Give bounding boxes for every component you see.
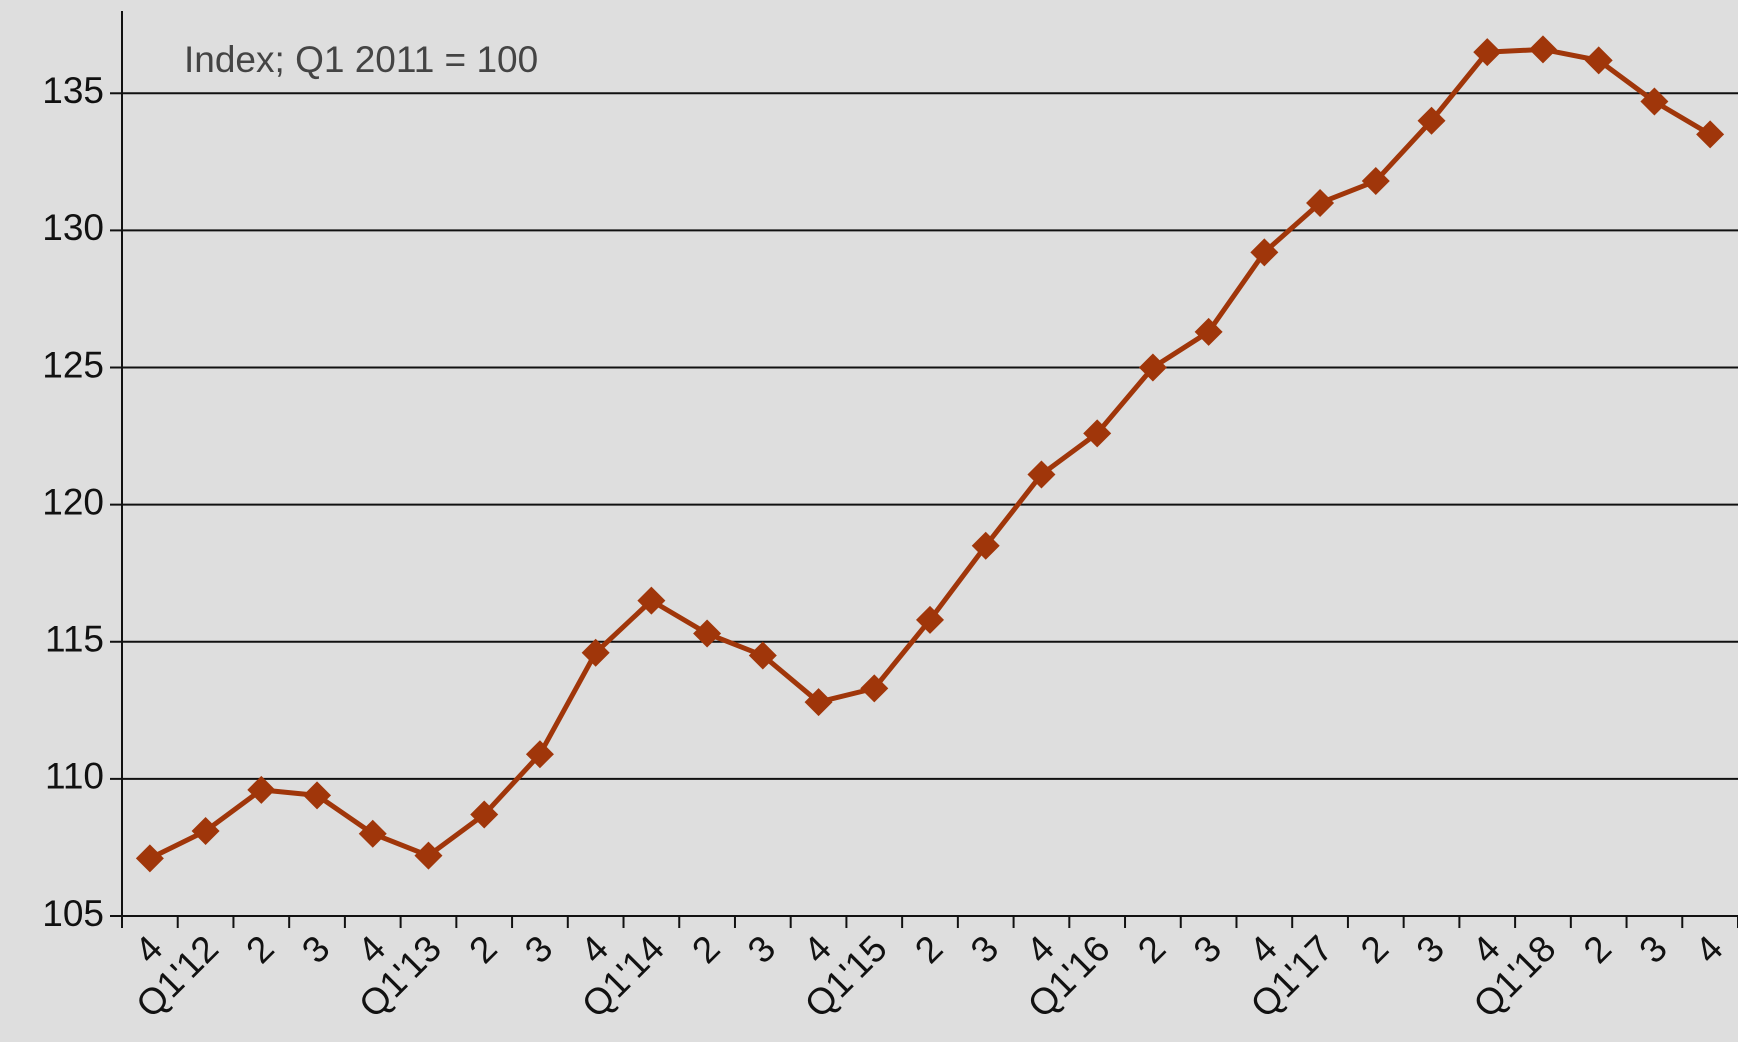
y-tick-label: 105 [42,893,104,934]
annotation: Index; Q1 2011 = 100 [184,39,538,80]
marker [1027,460,1056,489]
marker [1528,35,1557,64]
marker [525,740,554,769]
marker [860,674,889,703]
marker [247,775,276,804]
marker [191,816,220,845]
marker [804,688,833,717]
y-tick-label: 120 [42,481,104,522]
marker [1306,188,1335,217]
marker [1584,46,1613,75]
y-tick-label: 135 [42,70,104,111]
marker [748,641,777,670]
marker [1361,167,1390,196]
marker [971,531,1000,560]
marker [1417,106,1446,135]
marker [581,638,610,667]
y-tick-label: 130 [42,207,104,248]
marker [1194,317,1223,346]
marker [1696,120,1725,149]
marker [1083,419,1112,448]
marker [135,844,164,873]
marker [1473,38,1502,67]
marker [1250,238,1279,267]
y-tick-label: 110 [45,756,104,797]
y-tick-label: 125 [42,344,104,385]
marker [916,605,944,634]
marker [1640,87,1669,116]
marker [303,781,332,810]
marker [414,841,443,870]
marker [693,619,722,648]
marker [1138,353,1167,382]
marker [470,800,499,829]
y-tick-label: 115 [45,619,104,660]
marker [637,586,666,615]
marker [358,819,387,848]
